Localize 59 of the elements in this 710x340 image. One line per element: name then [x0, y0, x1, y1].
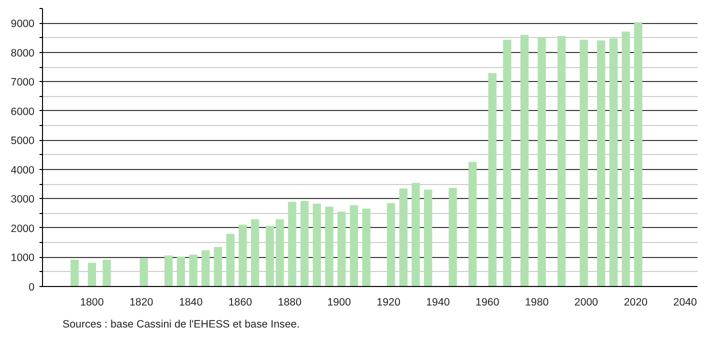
bar: [622, 32, 630, 286]
bar: [189, 254, 198, 286]
bar: [88, 262, 96, 286]
bar: [468, 162, 477, 286]
x-tick-label: 2020: [624, 296, 648, 308]
y-tick-label: 7000: [10, 76, 35, 89]
y-tick-label: 6000: [10, 106, 35, 118]
bar: [448, 188, 457, 286]
bar: [557, 36, 566, 286]
bar: [538, 38, 546, 286]
y-tick-label: 5000: [10, 135, 35, 148]
bar: [337, 212, 346, 286]
x-tick-label: 2040: [673, 296, 698, 308]
source-note: Sources : base Cassini de l'EHESS et base Insee.: [62, 318, 300, 330]
bar: [238, 224, 247, 286]
x-tick-label: 2000: [574, 296, 598, 308]
bar: [386, 203, 396, 286]
y-tick-label: 0: [28, 282, 35, 294]
bar: [488, 73, 496, 286]
x-tick-label: 1900: [327, 296, 352, 308]
y-tick-label: 1000: [10, 252, 35, 264]
x-tick-label: 1940: [426, 296, 450, 308]
bar: [140, 258, 148, 286]
bar: [70, 260, 79, 286]
bar: [164, 255, 173, 286]
bar: [214, 246, 222, 286]
y-tick-label: 8000: [10, 47, 35, 60]
bar: [300, 201, 309, 286]
bar: [102, 260, 111, 286]
x-tick-label: 1860: [228, 296, 252, 308]
bar: [350, 205, 358, 286]
bar: [362, 208, 370, 286]
bar: [424, 190, 432, 286]
x-tick-label: 1880: [278, 296, 302, 308]
x-tick-label: 1820: [130, 296, 154, 308]
bar: [412, 182, 420, 286]
y-tick-label: 4000: [10, 164, 35, 176]
bar: [202, 250, 210, 286]
bar: [503, 40, 512, 286]
x-tick-label: 1800: [80, 296, 104, 308]
bar: [176, 256, 185, 286]
bar: [226, 234, 234, 286]
bar: [580, 40, 588, 286]
bar: [325, 206, 334, 286]
x-tick-label: 1920: [376, 296, 400, 308]
bar: [634, 22, 642, 286]
y-tick-label: 2000: [10, 222, 35, 235]
bar: [609, 38, 618, 286]
bar: [520, 34, 529, 286]
y-tick-label: 9000: [10, 18, 35, 30]
bar: [250, 219, 260, 286]
bar: [399, 188, 408, 286]
bar: [288, 202, 296, 286]
x-tick-label: 1960: [476, 296, 500, 308]
bar: [597, 40, 606, 286]
y-tick-label: 3000: [10, 194, 35, 206]
bar: [312, 204, 321, 286]
x-tick-label: 1840: [178, 296, 203, 308]
x-tick-label: 1980: [524, 296, 549, 308]
